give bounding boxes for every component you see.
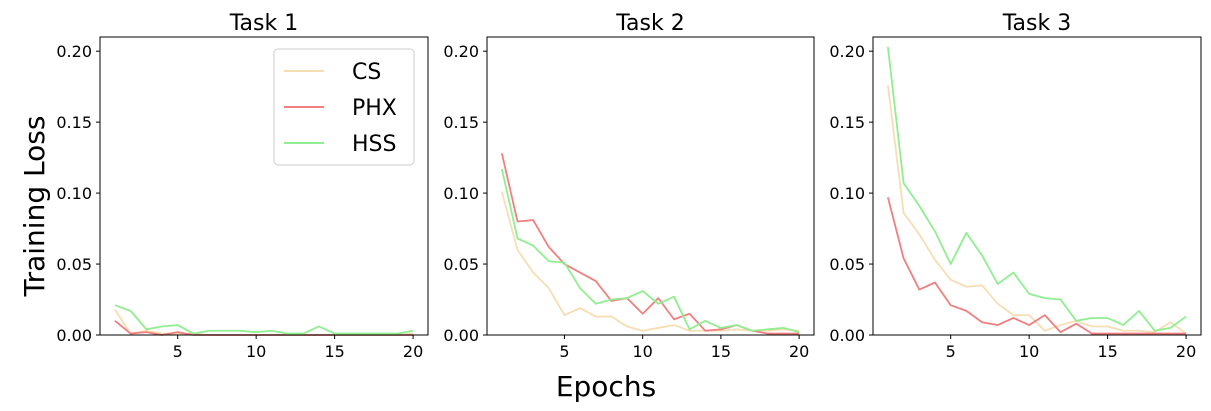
panel-3: Task 3 0.00 0.05 0.10 0.15 0.20 5 10 15 20 [829, 11, 1202, 361]
series-line-phx [887, 197, 1187, 335]
series-group [114, 304, 414, 336]
legend-label-cs: CS [352, 60, 381, 85]
y-tick-label: 0.10 [443, 184, 479, 203]
x-axis-label: Epochs [556, 370, 656, 403]
y-tick-label: 0.15 [443, 113, 479, 132]
legend-label-phx: PHX [352, 96, 397, 121]
series-line-hss [887, 46, 1187, 332]
series-line-phx [500, 153, 800, 335]
legend-box [273, 48, 415, 166]
panel-1: Task 1 0.00 0.05 0.10 0.15 0.20 5 10 15 20 CS PHX HS… [56, 11, 429, 361]
y-tick-label: 0.05 [443, 255, 479, 274]
panel-2: Task 2 0.00 0.05 0.10 0.15 0.20 5 10 15 20 [443, 11, 815, 361]
y-tick-label: 0.20 [443, 42, 479, 61]
series-group [887, 46, 1187, 335]
x-tick-label: 5 [173, 342, 183, 361]
y-tick-label: 0.20 [56, 42, 92, 61]
x-tick-label: 10 [1019, 342, 1039, 361]
y-tick-label: 0.00 [56, 326, 92, 345]
legend: CS PHX HSS [273, 48, 415, 166]
x-tick-label: 15 [711, 342, 731, 361]
x-tick-label: 20 [789, 342, 809, 361]
y-tick-label: 0.10 [829, 184, 865, 203]
y-tick-label: 0.00 [829, 326, 865, 345]
series-line-cs [500, 191, 800, 332]
y-tick-label: 0.20 [829, 42, 865, 61]
x-tick-label: 15 [324, 342, 344, 361]
y-tick-label: 0.00 [443, 326, 479, 345]
panel-title: Task 3 [1002, 11, 1071, 36]
plot-frame [99, 36, 429, 336]
y-tick-label: 0.05 [829, 255, 865, 274]
x-tick-label: 5 [946, 342, 956, 361]
series-line-hss [114, 304, 414, 335]
plot-frame [486, 36, 815, 336]
y-tick-label: 0.15 [829, 113, 865, 132]
x-tick-label: 20 [1176, 342, 1196, 361]
x-tick-label: 10 [632, 342, 652, 361]
series-line-cs [887, 85, 1187, 335]
x-tick-label: 20 [403, 342, 423, 361]
x-tick-label: 15 [1097, 342, 1117, 361]
plot-frame [872, 36, 1202, 336]
x-tick-label: 10 [246, 342, 266, 361]
series-group [500, 153, 800, 335]
x-tick-label: 5 [559, 342, 569, 361]
panel-title: Task 2 [615, 11, 684, 36]
panel-title: Task 1 [229, 11, 298, 36]
series-line-hss [500, 168, 800, 334]
legend-label-hss: HSS [352, 132, 396, 157]
y-tick-label: 0.15 [56, 113, 92, 132]
y-tick-label: 0.10 [56, 184, 92, 203]
y-tick-label: 0.05 [56, 255, 92, 274]
y-axis-label: Training Loss [18, 116, 51, 298]
